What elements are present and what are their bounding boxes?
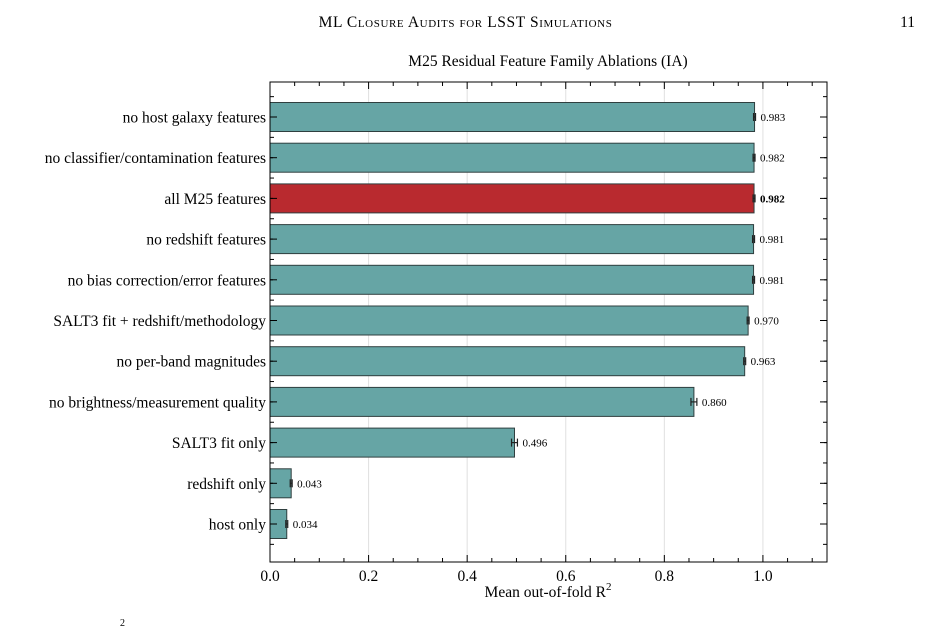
value-label: 0.981 — [760, 275, 785, 287]
category-label: no per-band magnitudes — [117, 354, 266, 371]
running-title: ML Closure Audits for LSST Simulations — [318, 14, 613, 31]
x-axis-label: Mean out-of-fold R2 — [485, 581, 612, 601]
value-label: 0.496 — [522, 438, 547, 450]
x-tick-label: 0.2 — [359, 568, 378, 585]
value-label: 0.043 — [297, 478, 322, 490]
category-label: no classifier/contamination features — [45, 150, 266, 167]
category-label: no brightness/measurement quality — [49, 394, 266, 411]
category-label: SALT3 fit + redshift/methodology — [53, 313, 266, 330]
plot-frame — [269, 81, 828, 563]
bar — [269, 264, 755, 295]
value-label: 0.970 — [754, 316, 779, 328]
bar — [269, 427, 515, 458]
x-tick-label: 0.0 — [260, 568, 280, 585]
labels-layer: no host galaxy features 0.983 no classifie… — [45, 110, 786, 534]
bar — [269, 346, 746, 377]
value-label: 0.983 — [761, 112, 786, 124]
category-label: SALT3 fit only — [172, 435, 266, 452]
bar — [269, 102, 756, 132]
x-axis-label-sup: 2 — [606, 581, 612, 593]
value-label: 0.981 — [760, 234, 785, 246]
ablation-bar-chart: M25 Residual Feature Family Ablations (I… — [45, 53, 828, 601]
value-label: 0.034 — [293, 519, 318, 531]
page-number: 11 — [900, 14, 915, 31]
value-label: 0.963 — [751, 356, 776, 368]
ticks-layer: 0.0 0.2 0.4 0.6 0.8 1.0 — [260, 82, 827, 585]
category-label: no bias correction/error features — [68, 272, 266, 289]
bars-layer — [269, 102, 757, 539]
x-tick-label: 0.6 — [556, 568, 576, 585]
bar — [269, 142, 755, 173]
category-label: all M25 features — [164, 191, 266, 208]
running-head: ML Closure Audits for LSST Simulations 1… — [0, 14, 931, 38]
value-label: 0.860 — [702, 397, 727, 409]
category-label: redshift only — [187, 476, 266, 493]
x-tick-label: 0.8 — [655, 568, 675, 585]
bar — [269, 305, 749, 336]
x-axis-label-text: Mean out-of-fold R — [485, 584, 607, 601]
category-label: no redshift features — [146, 232, 266, 249]
value-label: 0.982 — [760, 193, 785, 205]
bar — [269, 224, 755, 255]
category-label: host only — [209, 517, 267, 534]
chart-title: M25 Residual Feature Family Ablations (I… — [408, 53, 687, 70]
x-tick-label: 0.4 — [457, 568, 477, 585]
bar — [269, 386, 695, 417]
bar — [269, 183, 755, 214]
footnote-marker: 2 — [120, 618, 125, 629]
value-label: 0.982 — [760, 153, 785, 165]
x-tick-label: 1.0 — [753, 568, 773, 585]
category-label: no host galaxy features — [123, 110, 266, 127]
